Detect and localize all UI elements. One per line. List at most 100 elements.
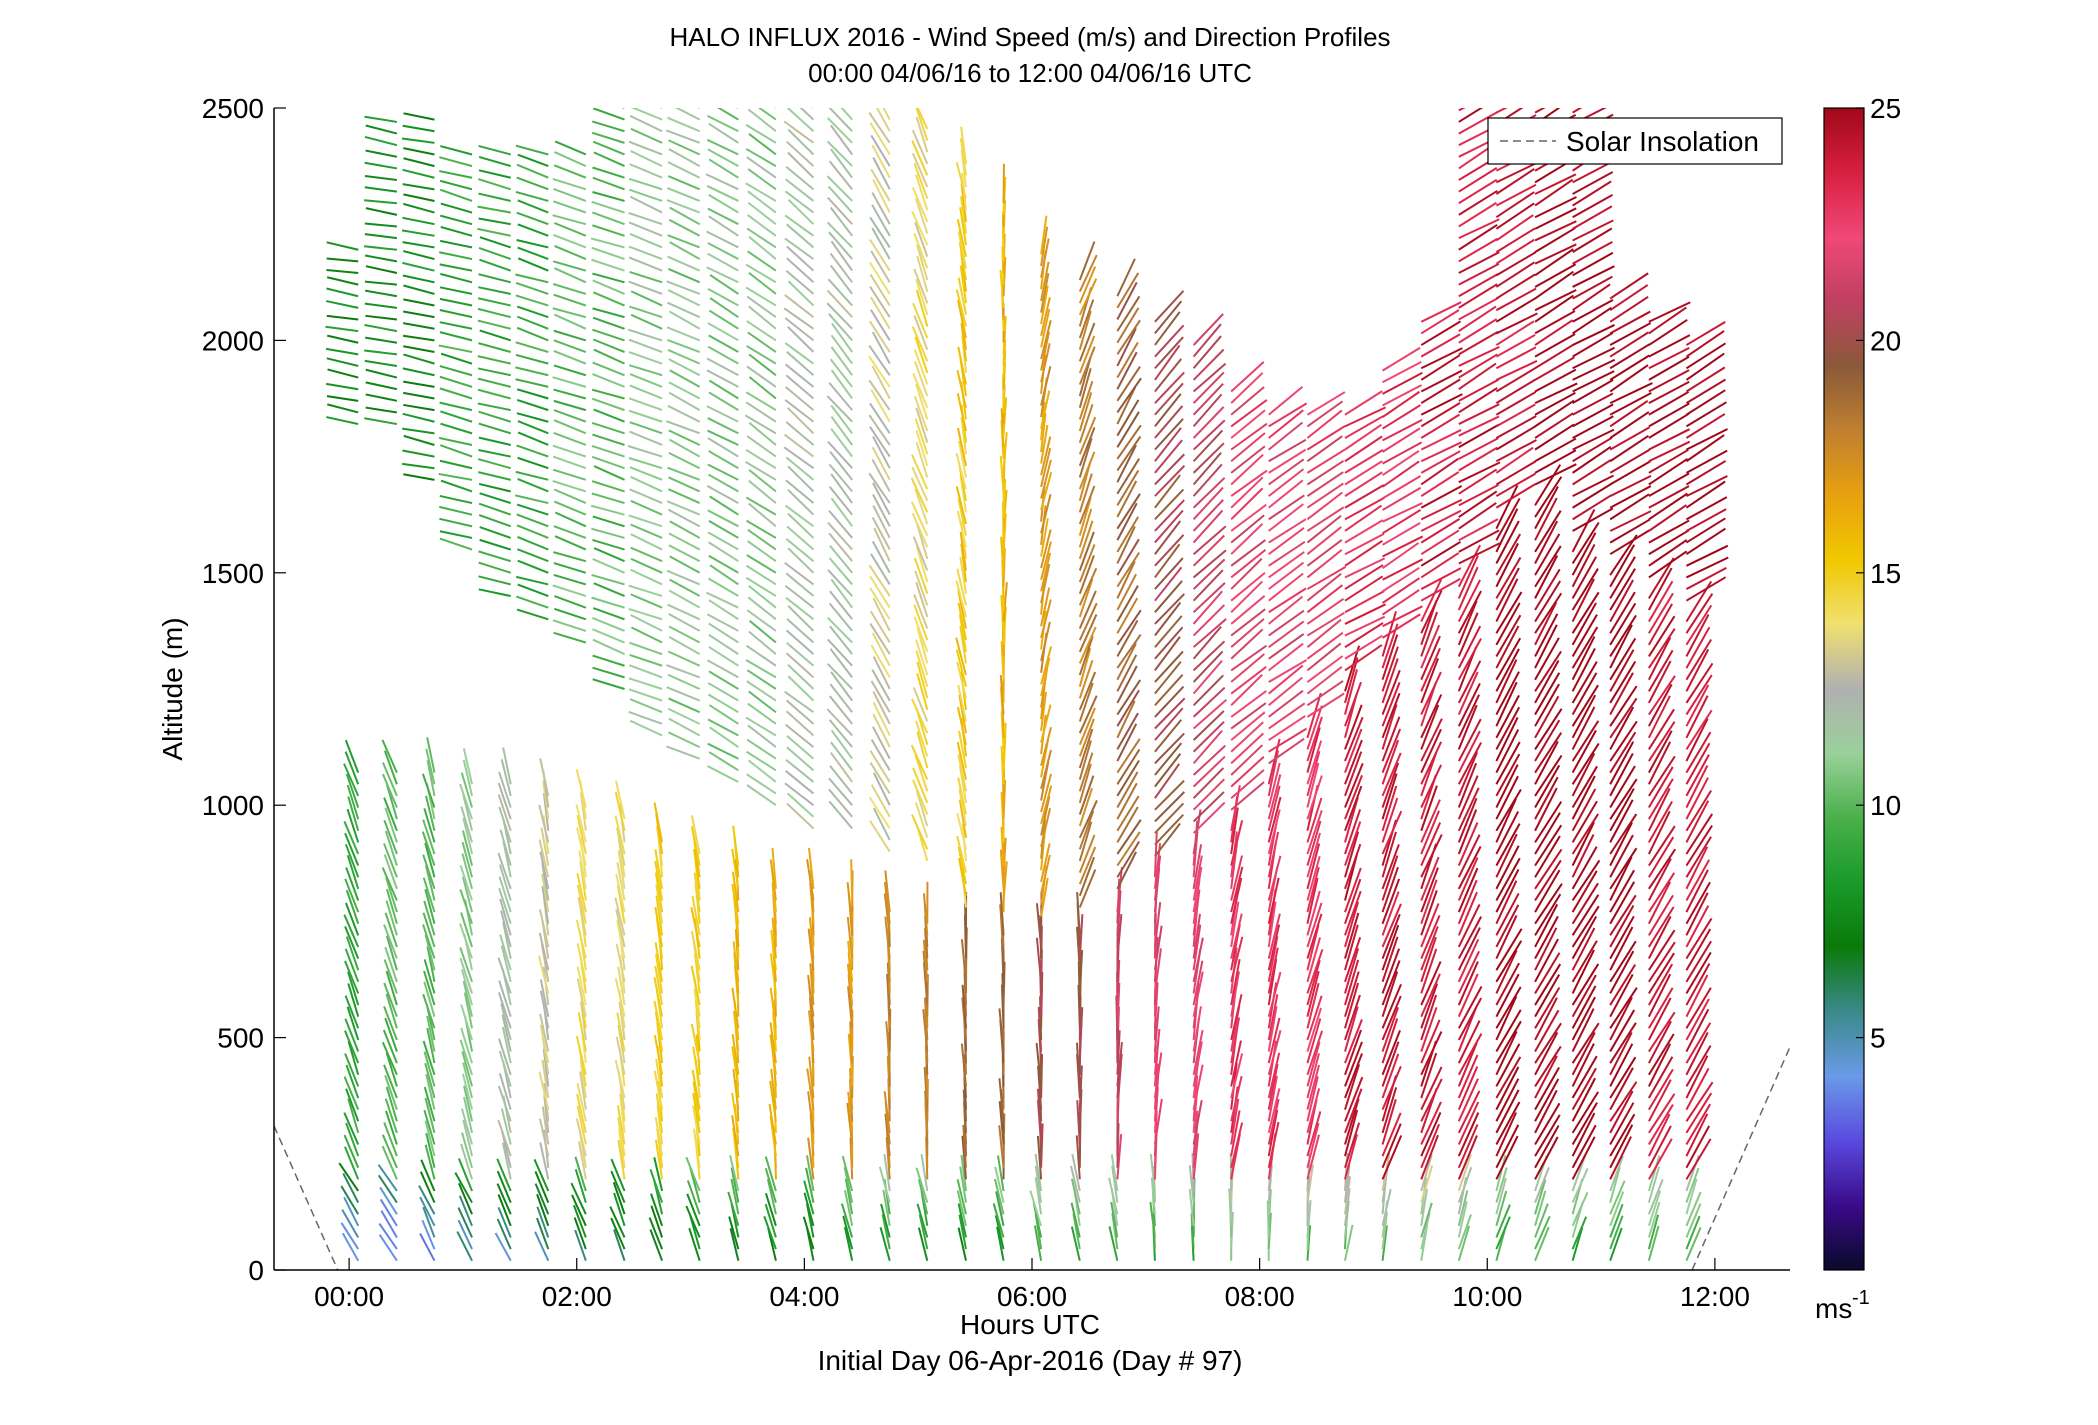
wind-vector [1078, 392, 1093, 432]
wind-vector [616, 1012, 626, 1052]
wind-vector [439, 444, 473, 458]
wind-vector [707, 682, 739, 702]
wind-vector [1534, 1190, 1547, 1227]
wind-vector [784, 399, 815, 423]
wind-vector [364, 186, 398, 193]
wind-vector [1609, 813, 1638, 855]
wind-vector [592, 211, 625, 226]
wind-vector [956, 370, 967, 409]
wind-vector [1685, 527, 1726, 556]
wind-vector [1458, 423, 1500, 449]
wind-vector [1078, 752, 1094, 792]
wind-vector [628, 664, 663, 679]
wind-vector [326, 269, 359, 274]
wind-vector [1572, 507, 1614, 532]
wind-vector [1306, 716, 1323, 762]
wind-vector [592, 224, 625, 237]
wind-vector [1382, 441, 1423, 465]
wind-vector [326, 395, 359, 402]
wind-vector [1344, 497, 1385, 521]
wind-vector [1572, 392, 1614, 416]
wind-vector [1572, 205, 1613, 230]
wind-vector [1685, 1067, 1710, 1111]
wind-vector [869, 610, 891, 644]
wind-vector [784, 561, 815, 586]
wind-vector [1457, 997, 1483, 1041]
wind-vector [1192, 778, 1225, 811]
wind-vector [1192, 720, 1225, 753]
wind-vector [1344, 728, 1363, 774]
wind-vector [745, 448, 777, 470]
wind-vector [1609, 1155, 1624, 1192]
wind-vector [830, 578, 853, 609]
wind-vector [1382, 475, 1422, 500]
wind-vector [1153, 1098, 1163, 1145]
wind-vector [747, 702, 777, 725]
wind-vector [497, 992, 512, 1029]
wind-vector [1648, 334, 1691, 358]
wind-vector [960, 543, 967, 583]
wind-vector [1495, 273, 1536, 300]
wind-vector [1534, 220, 1577, 242]
wind-vector [628, 584, 663, 597]
wind-vector [957, 754, 967, 792]
wind-vector [1495, 1167, 1508, 1203]
wind-vector [1381, 1135, 1403, 1180]
wind-vector [785, 572, 815, 597]
wind-vector [1267, 1088, 1281, 1134]
wind-vector [747, 724, 777, 748]
wind-vector [1040, 472, 1053, 511]
wind-vector [419, 1171, 436, 1204]
wind-vector [462, 980, 474, 1017]
wind-vector [958, 765, 967, 804]
wind-vector [1192, 855, 1203, 901]
wind-vector [746, 738, 777, 760]
wind-vector [1381, 704, 1398, 750]
wind-vector [653, 977, 664, 1017]
wind-vector [650, 1205, 664, 1238]
wind-vector [1495, 986, 1522, 1029]
wind-vector [869, 286, 891, 318]
wind-vector [515, 273, 549, 284]
wind-vector [325, 382, 359, 391]
wind-vector [915, 278, 929, 316]
wind-vector [1116, 782, 1138, 820]
legend-label-solar-insolation: Solar Insolation [1566, 126, 1759, 157]
wind-vector [787, 489, 815, 516]
wind-vector [869, 820, 891, 853]
wind-vector [498, 1050, 512, 1087]
wind-vector [650, 1193, 664, 1227]
wind-vector [364, 174, 398, 182]
wind-vector [497, 1207, 512, 1238]
wind-vector [993, 1178, 1005, 1215]
wind-vector [1154, 324, 1185, 358]
wind-vector [1534, 952, 1561, 994]
wind-vector [1382, 509, 1422, 535]
wind-vector [1495, 557, 1522, 599]
wind-vector [1230, 595, 1266, 625]
wind-vector [539, 990, 550, 1029]
wind-vector [1267, 809, 1281, 855]
wind-vector [381, 773, 398, 808]
wind-vector [403, 157, 435, 168]
y-tick-label: 1500 [202, 558, 264, 589]
wind-vector [850, 859, 854, 901]
wind-vector [649, 1229, 664, 1262]
wind-vector [1647, 1155, 1661, 1192]
wind-vector [1035, 937, 1043, 982]
wind-vector [1571, 974, 1597, 1018]
wind-vector [731, 1046, 740, 1087]
wind-vector [1040, 704, 1052, 743]
wind-vector [346, 784, 360, 820]
wind-vector [494, 1232, 512, 1262]
chart-title: HALO INFLUX 2016 - Wind Speed (m/s) and … [669, 22, 1390, 52]
wind-vector [1116, 493, 1141, 530]
wind-vector [478, 436, 511, 446]
wind-vector [826, 663, 853, 690]
wind-vector [1040, 727, 1052, 766]
wind-vector [1495, 1216, 1511, 1250]
y-tick-label: 2000 [202, 325, 264, 356]
wind-vector [1534, 510, 1562, 553]
wind-vector [1040, 587, 1051, 627]
wind-vector [1609, 706, 1635, 750]
